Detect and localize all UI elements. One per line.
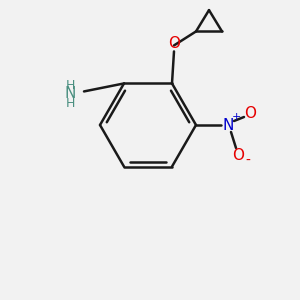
Text: N: N: [222, 118, 234, 133]
Text: N: N: [64, 86, 76, 101]
Text: O: O: [232, 148, 244, 163]
Text: +: +: [231, 112, 241, 122]
Text: -: -: [246, 154, 250, 168]
Text: O: O: [244, 106, 256, 121]
Text: O: O: [168, 36, 180, 51]
Text: H: H: [65, 79, 75, 92]
Text: H: H: [65, 97, 75, 110]
